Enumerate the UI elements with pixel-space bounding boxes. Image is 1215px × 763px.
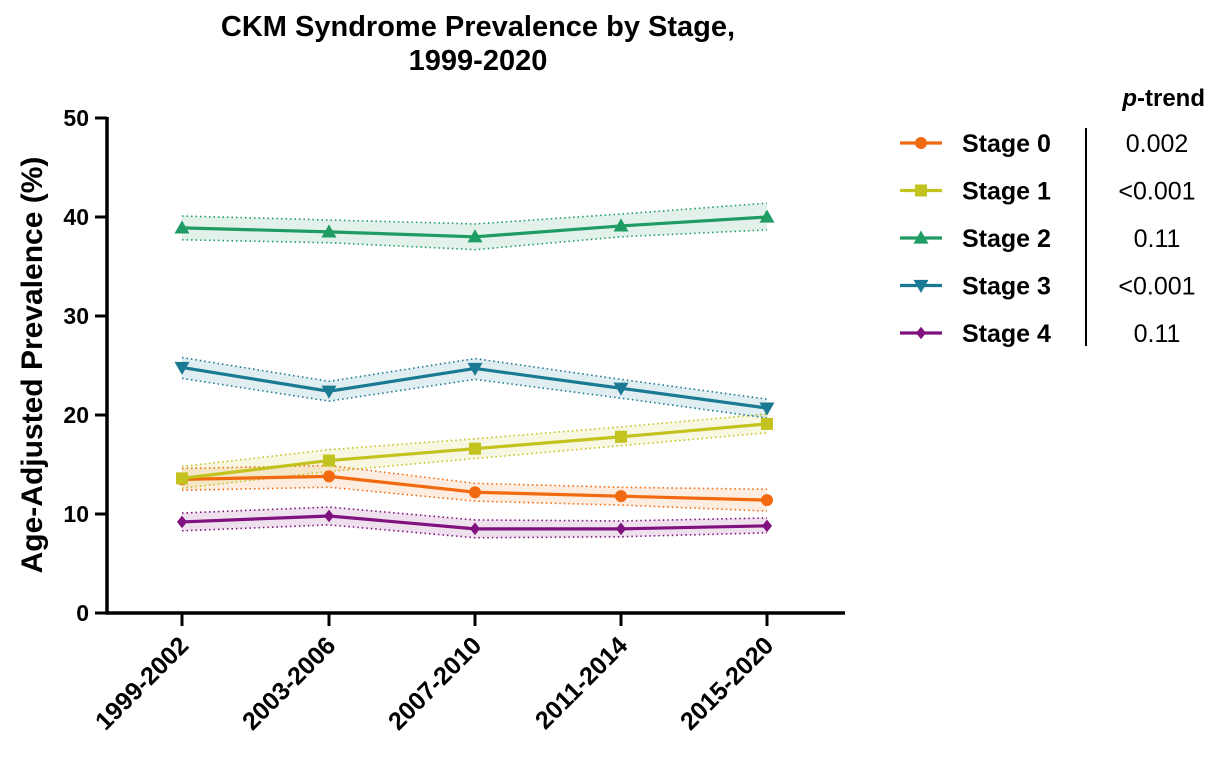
legend-label-stage-3: Stage 3 [962,273,1051,301]
legend-label-stage-0: Stage 0 [962,130,1051,158]
legend-marker-stage-0 [915,137,927,149]
y-axis-title: Age-Adjusted Prevalence (%) [16,157,49,574]
point-stage-2-4 [613,218,629,232]
legend-marker-stage-4 [915,326,927,340]
point-stage-0-5 [761,494,773,507]
chart-title: CKM Syndrome Prevalence by Stage,1999-20… [221,11,735,77]
point-stage-3-1 [174,361,190,375]
x-tick-label: 1999-2002 [90,631,194,735]
p-trend-value-stage-0: 0.002 [1126,130,1189,158]
legend-label-stage-2: Stage 2 [962,225,1051,253]
point-stage-1-4 [615,430,627,443]
legend-marker-stage-3 [913,279,929,293]
legend-label-stage-4: Stage 4 [962,320,1051,348]
point-stage-1-3 [469,442,481,455]
legend-label-stage-1: Stage 1 [962,178,1051,206]
ci-upper-stage-3 [181,356,768,400]
y-tick-label: 10 [63,501,89,527]
point-stage-0-4 [615,490,627,503]
p-trend-value-stage-4: 0.11 [1134,320,1181,348]
chart-title-line-1: CKM Syndrome Prevalence by Stage, [221,11,735,43]
y-tick-label: 20 [63,402,89,428]
point-stage-4-3 [469,522,481,536]
point-stage-4-4 [615,522,627,536]
point-stage-2-5 [759,209,775,223]
point-stage-0-3 [469,486,481,499]
chart-title-line-2: 1999-2020 [409,45,548,77]
point-stage-2-3 [467,229,483,243]
x-tick-label: 2011-2014 [530,631,633,734]
y-tick-label: 0 [76,600,89,626]
ci-lower-stage-3 [181,377,768,419]
y-tick-label: 40 [63,204,89,230]
series-markers [174,209,775,536]
p-trend-value-stage-2: 0.11 [1134,225,1181,253]
point-stage-1-1 [176,472,188,485]
y-axis-label: Age-Adjusted Prevalence (%) [16,157,49,574]
point-stage-4-5 [761,519,773,533]
y-tick-label: 30 [63,303,89,329]
point-stage-3-2 [321,385,337,399]
point-stage-3-3 [467,362,483,376]
x-tick-label: 2003-2006 [237,631,341,735]
ci-lower-stage-4 [181,524,768,539]
ci-lower-stage-2 [181,229,768,251]
legend-marker-stage-1 [915,184,927,197]
point-stage-3-5 [759,402,775,416]
point-stage-4-1 [176,515,188,529]
legend: p-trend Stage 0 0.002 Stage 1 <0.001 Stage 2 0… [900,85,1205,348]
ci-lower-stage-0 [181,486,768,512]
point-stage-3-4 [613,382,629,396]
point-stage-0-2 [323,470,335,483]
point-stage-1-2 [323,454,335,467]
x-tick-label: 2015-2020 [675,631,779,735]
point-stage-1-5 [761,417,773,430]
p-trend-value-stage-3: <0.001 [1118,273,1195,301]
ci-upper-stage-2 [181,202,768,225]
x-tick-label: 2007-2010 [383,631,487,735]
p-trend-value-stage-1: <0.001 [1118,178,1195,206]
point-stage-2-2 [321,224,337,238]
legend-marker-stage-2 [913,230,929,244]
p-trend-header: p-trend [1121,85,1205,112]
point-stage-2-1 [174,220,190,234]
y-tick-label: 50 [63,105,89,131]
ci-upper-stage-4 [181,506,768,522]
point-stage-4-2 [323,509,335,523]
ci-band-stage-2 [182,203,767,250]
